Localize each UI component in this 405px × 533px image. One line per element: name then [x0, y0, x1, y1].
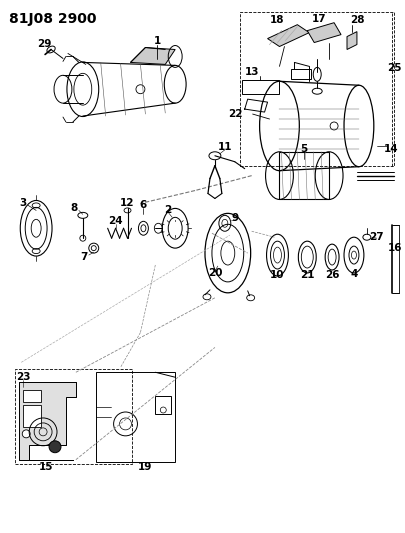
Text: 18: 18 — [270, 15, 285, 25]
Text: 21: 21 — [300, 270, 315, 280]
Polygon shape — [19, 382, 76, 459]
Text: 23: 23 — [16, 372, 30, 382]
Bar — [291, 69, 311, 79]
Text: 10: 10 — [270, 270, 285, 280]
Text: 6: 6 — [140, 200, 147, 211]
Text: 2: 2 — [164, 205, 172, 215]
Text: 28: 28 — [350, 15, 364, 25]
Text: 7: 7 — [80, 252, 87, 262]
Ellipse shape — [22, 430, 30, 438]
Text: 4: 4 — [350, 269, 358, 279]
Bar — [23, 390, 41, 402]
Text: 17: 17 — [312, 14, 326, 23]
Text: 27: 27 — [369, 232, 384, 242]
Text: 13: 13 — [244, 67, 259, 77]
Bar — [156, 396, 171, 414]
Bar — [15, 369, 132, 464]
Text: 24: 24 — [108, 216, 123, 227]
Bar — [23, 405, 41, 427]
Polygon shape — [268, 25, 309, 46]
Text: 81J08 2900: 81J08 2900 — [9, 12, 97, 26]
Polygon shape — [307, 23, 341, 43]
Text: 8: 8 — [70, 204, 77, 213]
Text: 1: 1 — [153, 36, 161, 45]
Polygon shape — [130, 47, 175, 64]
Text: 22: 22 — [228, 109, 243, 119]
Polygon shape — [19, 382, 76, 459]
Text: 16: 16 — [388, 243, 402, 253]
Text: 3: 3 — [19, 198, 27, 208]
Text: 20: 20 — [208, 268, 222, 278]
Text: 26: 26 — [325, 270, 339, 280]
Text: 12: 12 — [120, 198, 135, 208]
Text: 5: 5 — [301, 144, 308, 154]
Text: 25: 25 — [388, 63, 402, 74]
Ellipse shape — [49, 441, 61, 453]
Bar — [279, 152, 329, 199]
Text: 14: 14 — [384, 144, 398, 154]
Text: 15: 15 — [39, 462, 53, 472]
Bar — [96, 372, 175, 462]
Text: 9: 9 — [231, 213, 238, 223]
Text: 19: 19 — [138, 462, 153, 472]
Text: 11: 11 — [217, 142, 232, 152]
Polygon shape — [347, 31, 357, 50]
Bar — [240, 12, 394, 166]
Bar — [242, 80, 279, 94]
Text: 29: 29 — [37, 38, 51, 49]
